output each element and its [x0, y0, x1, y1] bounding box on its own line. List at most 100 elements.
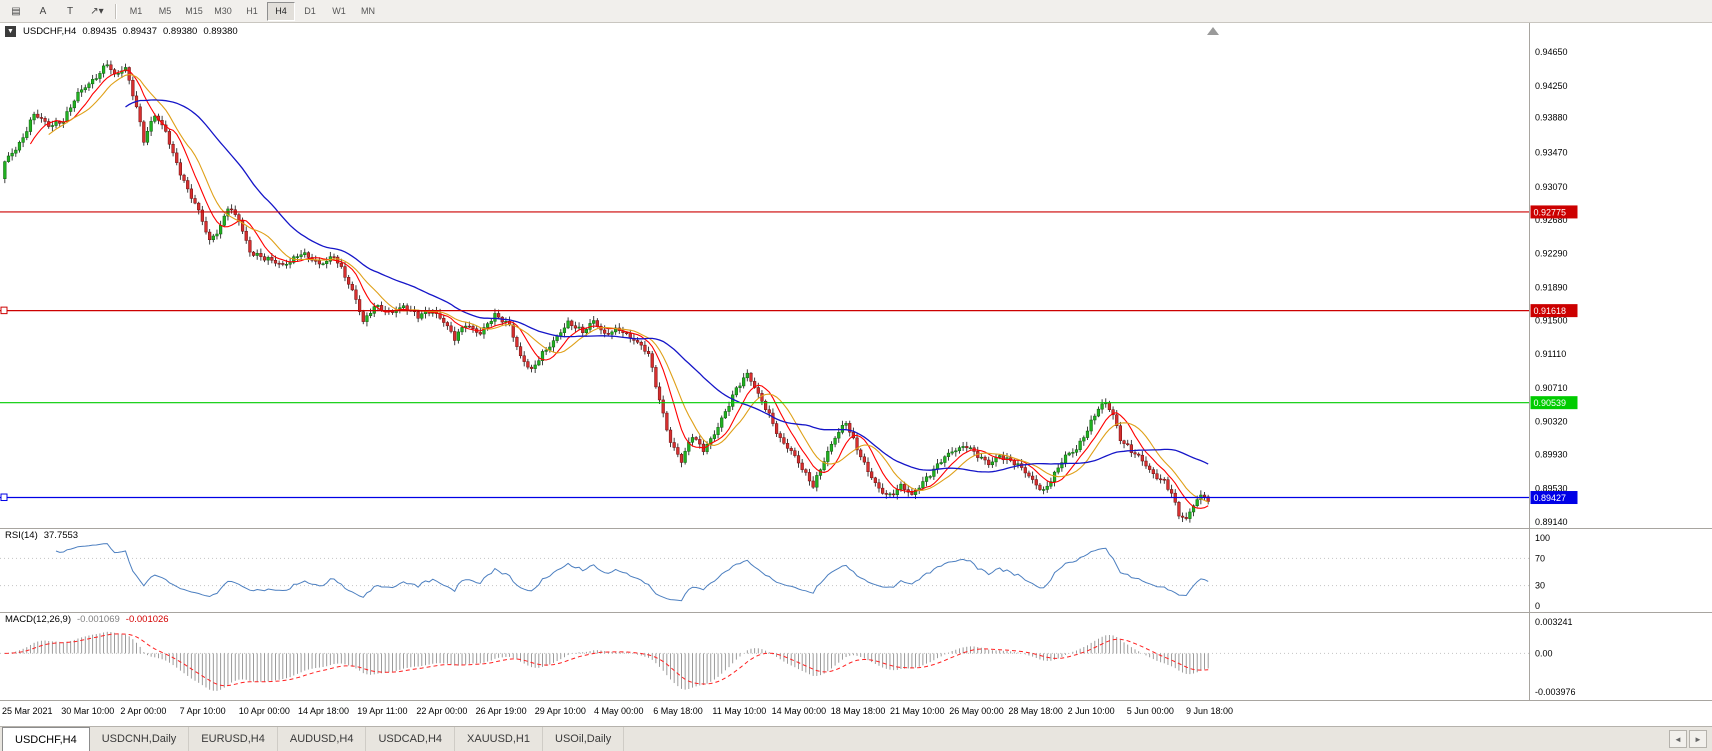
- timeframe-h1[interactable]: H1: [246, 6, 258, 16]
- chart-tab-eurusd-h4[interactable]: EURUSD,H4: [189, 727, 278, 751]
- chart-tab-audusd-h4[interactable]: AUDUSD,H4: [278, 727, 367, 751]
- chart-tab-usdcad-h4[interactable]: USDCAD,H4: [366, 727, 456, 751]
- date-label: 14 Apr 18:00: [298, 706, 349, 716]
- date-label: 28 May 18:00: [1008, 706, 1063, 716]
- date-label: 14 May 00:00: [772, 706, 827, 716]
- macd-tick: -0.003976: [1535, 687, 1576, 697]
- price-tick: 0.89930: [1535, 450, 1568, 460]
- candles-series: [3, 60, 1210, 523]
- date-label: 2 Apr 00:00: [120, 706, 166, 716]
- macd-main-value: -0.001069: [77, 614, 120, 625]
- date-label: 30 Mar 10:00: [61, 706, 114, 716]
- timeframe-h4[interactable]: H4: [267, 1, 295, 21]
- price-tick: 0.90710: [1535, 383, 1568, 393]
- chart-tab-usdchf-h4[interactable]: USDCHF,H4: [2, 727, 90, 751]
- timeframe-m15[interactable]: M15: [185, 6, 203, 16]
- price-tick: 0.91500: [1535, 316, 1568, 326]
- date-label: 9 Jun 18:00: [1186, 706, 1233, 716]
- close-value: 0.89380: [203, 26, 238, 37]
- rsi-value: 37.7553: [43, 530, 79, 541]
- tab-scroll-left-icon[interactable]: ◄: [1669, 730, 1687, 748]
- rsi-title: RSI(14): [5, 530, 38, 541]
- chart-canvas[interactable]: 0.94650 0.94250 0.93880 0.93470 0.93070 0.926…: [0, 22, 1712, 726]
- price-tick: 0.89530: [1535, 484, 1568, 494]
- price-tick: 0.94250: [1535, 81, 1568, 91]
- price-tick: 0.92290: [1535, 248, 1568, 258]
- date-label: 22 Apr 00:00: [416, 706, 467, 716]
- draw-tools-icon[interactable]: ↗▾: [90, 5, 104, 17]
- date-label: 6 May 18:00: [653, 706, 703, 716]
- price-tick: 0.93470: [1535, 148, 1568, 158]
- price-tick: 0.89140: [1535, 517, 1568, 527]
- ma-line-13: [48, 73, 1209, 503]
- hline-anchor-marker[interactable]: [0, 306, 8, 315]
- date-label: 25 Mar 2021: [2, 706, 53, 716]
- macd-title: MACD(12,26,9): [5, 614, 71, 625]
- ma-line-8: [29, 69, 1209, 509]
- toolbar-separator: [115, 3, 117, 19]
- open-value: 0.89435: [82, 26, 117, 37]
- price-tick: 0.91110: [1535, 349, 1566, 359]
- price-tick: 0.90320: [1535, 416, 1568, 426]
- date-label: 26 May 00:00: [949, 706, 1004, 716]
- date-label: 10 Apr 00:00: [239, 706, 290, 716]
- hline-price-badge: [1530, 304, 1578, 318]
- hline-price-badge: [1530, 205, 1578, 219]
- timeframe-m5[interactable]: M5: [158, 6, 172, 16]
- date-label: 19 Apr 11:00: [357, 706, 407, 716]
- hline-price-label: 0.89427: [1534, 493, 1567, 503]
- macd-tick: 0.003241: [1535, 617, 1573, 627]
- timeframe-m1[interactable]: M1: [129, 6, 143, 16]
- chart-tab-usoil-daily[interactable]: USOil,Daily: [543, 727, 625, 751]
- rsi-header: RSI(14) 37.7553: [5, 530, 78, 541]
- timeframe-mn[interactable]: MN: [361, 6, 375, 16]
- chart-type-icon[interactable]: ▤: [11, 5, 21, 17]
- rsi-tick: 100: [1535, 533, 1550, 543]
- date-label: 18 May 18:00: [831, 706, 886, 716]
- top-toolbar: ▤ A T ↗▾ M1 M5 M15 M30 H1 H4 D1 W1 MN: [0, 0, 1712, 23]
- date-label: 29 Apr 10:00: [535, 706, 586, 716]
- date-label: 7 Apr 10:00: [180, 706, 226, 716]
- rsi-tick: 70: [1535, 553, 1545, 563]
- price-tick: 0.94650: [1535, 47, 1568, 57]
- price-tick: 0.91890: [1535, 282, 1568, 292]
- hline-price-label: 0.92775: [1534, 207, 1567, 217]
- text-tool-icon[interactable]: T: [66, 5, 74, 17]
- rsi-line: [55, 543, 1209, 602]
- hline-anchor-marker[interactable]: [0, 493, 8, 502]
- macd-signal-value: -0.001026: [125, 614, 169, 625]
- price-tick: 0.92680: [1535, 215, 1568, 225]
- timeframe-d1[interactable]: D1: [304, 6, 316, 16]
- timeframe-m30[interactable]: M30: [214, 6, 232, 16]
- hline-price-badge: [1530, 491, 1578, 505]
- chart-tabs: USDCHF,H4 USDCNH,Daily EURUSD,H4 AUDUSD,H4 U…: [0, 727, 625, 751]
- tab-scroll-right-icon[interactable]: ►: [1689, 730, 1707, 748]
- scroll-to-end-icon[interactable]: [1207, 27, 1219, 35]
- symbol-label: USDCHF,H4: [23, 26, 77, 37]
- date-label: 21 May 10:00: [890, 706, 945, 716]
- rsi-tick: 30: [1535, 581, 1545, 591]
- timeframe-group: M1 M5 M15 M30 H1 H4 D1 W1 MN: [122, 1, 382, 21]
- chart-tabs-bar: USDCHF,H4 USDCNH,Daily EURUSD,H4 AUDUSD,H4 U…: [0, 726, 1712, 751]
- tab-scroll-arrows: ◄ ►: [1669, 727, 1712, 751]
- hline-price-badge: [1530, 396, 1578, 410]
- toolbar-icon-group: ▤ A T ↗▾: [3, 2, 110, 21]
- date-label: 4 May 00:00: [594, 706, 644, 716]
- date-label: 5 Jun 00:00: [1127, 706, 1174, 716]
- chart-tab-usdcnh-daily[interactable]: USDCNH,Daily: [90, 727, 190, 751]
- hline-price-label: 0.91618: [1534, 306, 1567, 316]
- price-tick: 0.93070: [1535, 182, 1568, 192]
- rsi-tick: 0: [1535, 601, 1540, 611]
- macd-histogram: [8, 631, 1209, 691]
- low-value: 0.89380: [163, 26, 198, 37]
- macd-tick: 0.00: [1535, 648, 1553, 658]
- chart-tab-xauusd-h1[interactable]: XAUUSD,H1: [455, 727, 543, 751]
- high-value: 0.89437: [122, 26, 157, 37]
- date-label: 11 May 10:00: [712, 706, 766, 716]
- timeframe-w1[interactable]: W1: [332, 6, 346, 16]
- chart-ohlc-header: ▼ USDCHF,H4 0.89435 0.89437 0.89380 0.89…: [5, 26, 238, 37]
- macd-signal-line: [4, 633, 1209, 687]
- annotation-a-icon[interactable]: A: [39, 5, 47, 17]
- symbol-dropdown-icon[interactable]: ▼: [5, 26, 16, 37]
